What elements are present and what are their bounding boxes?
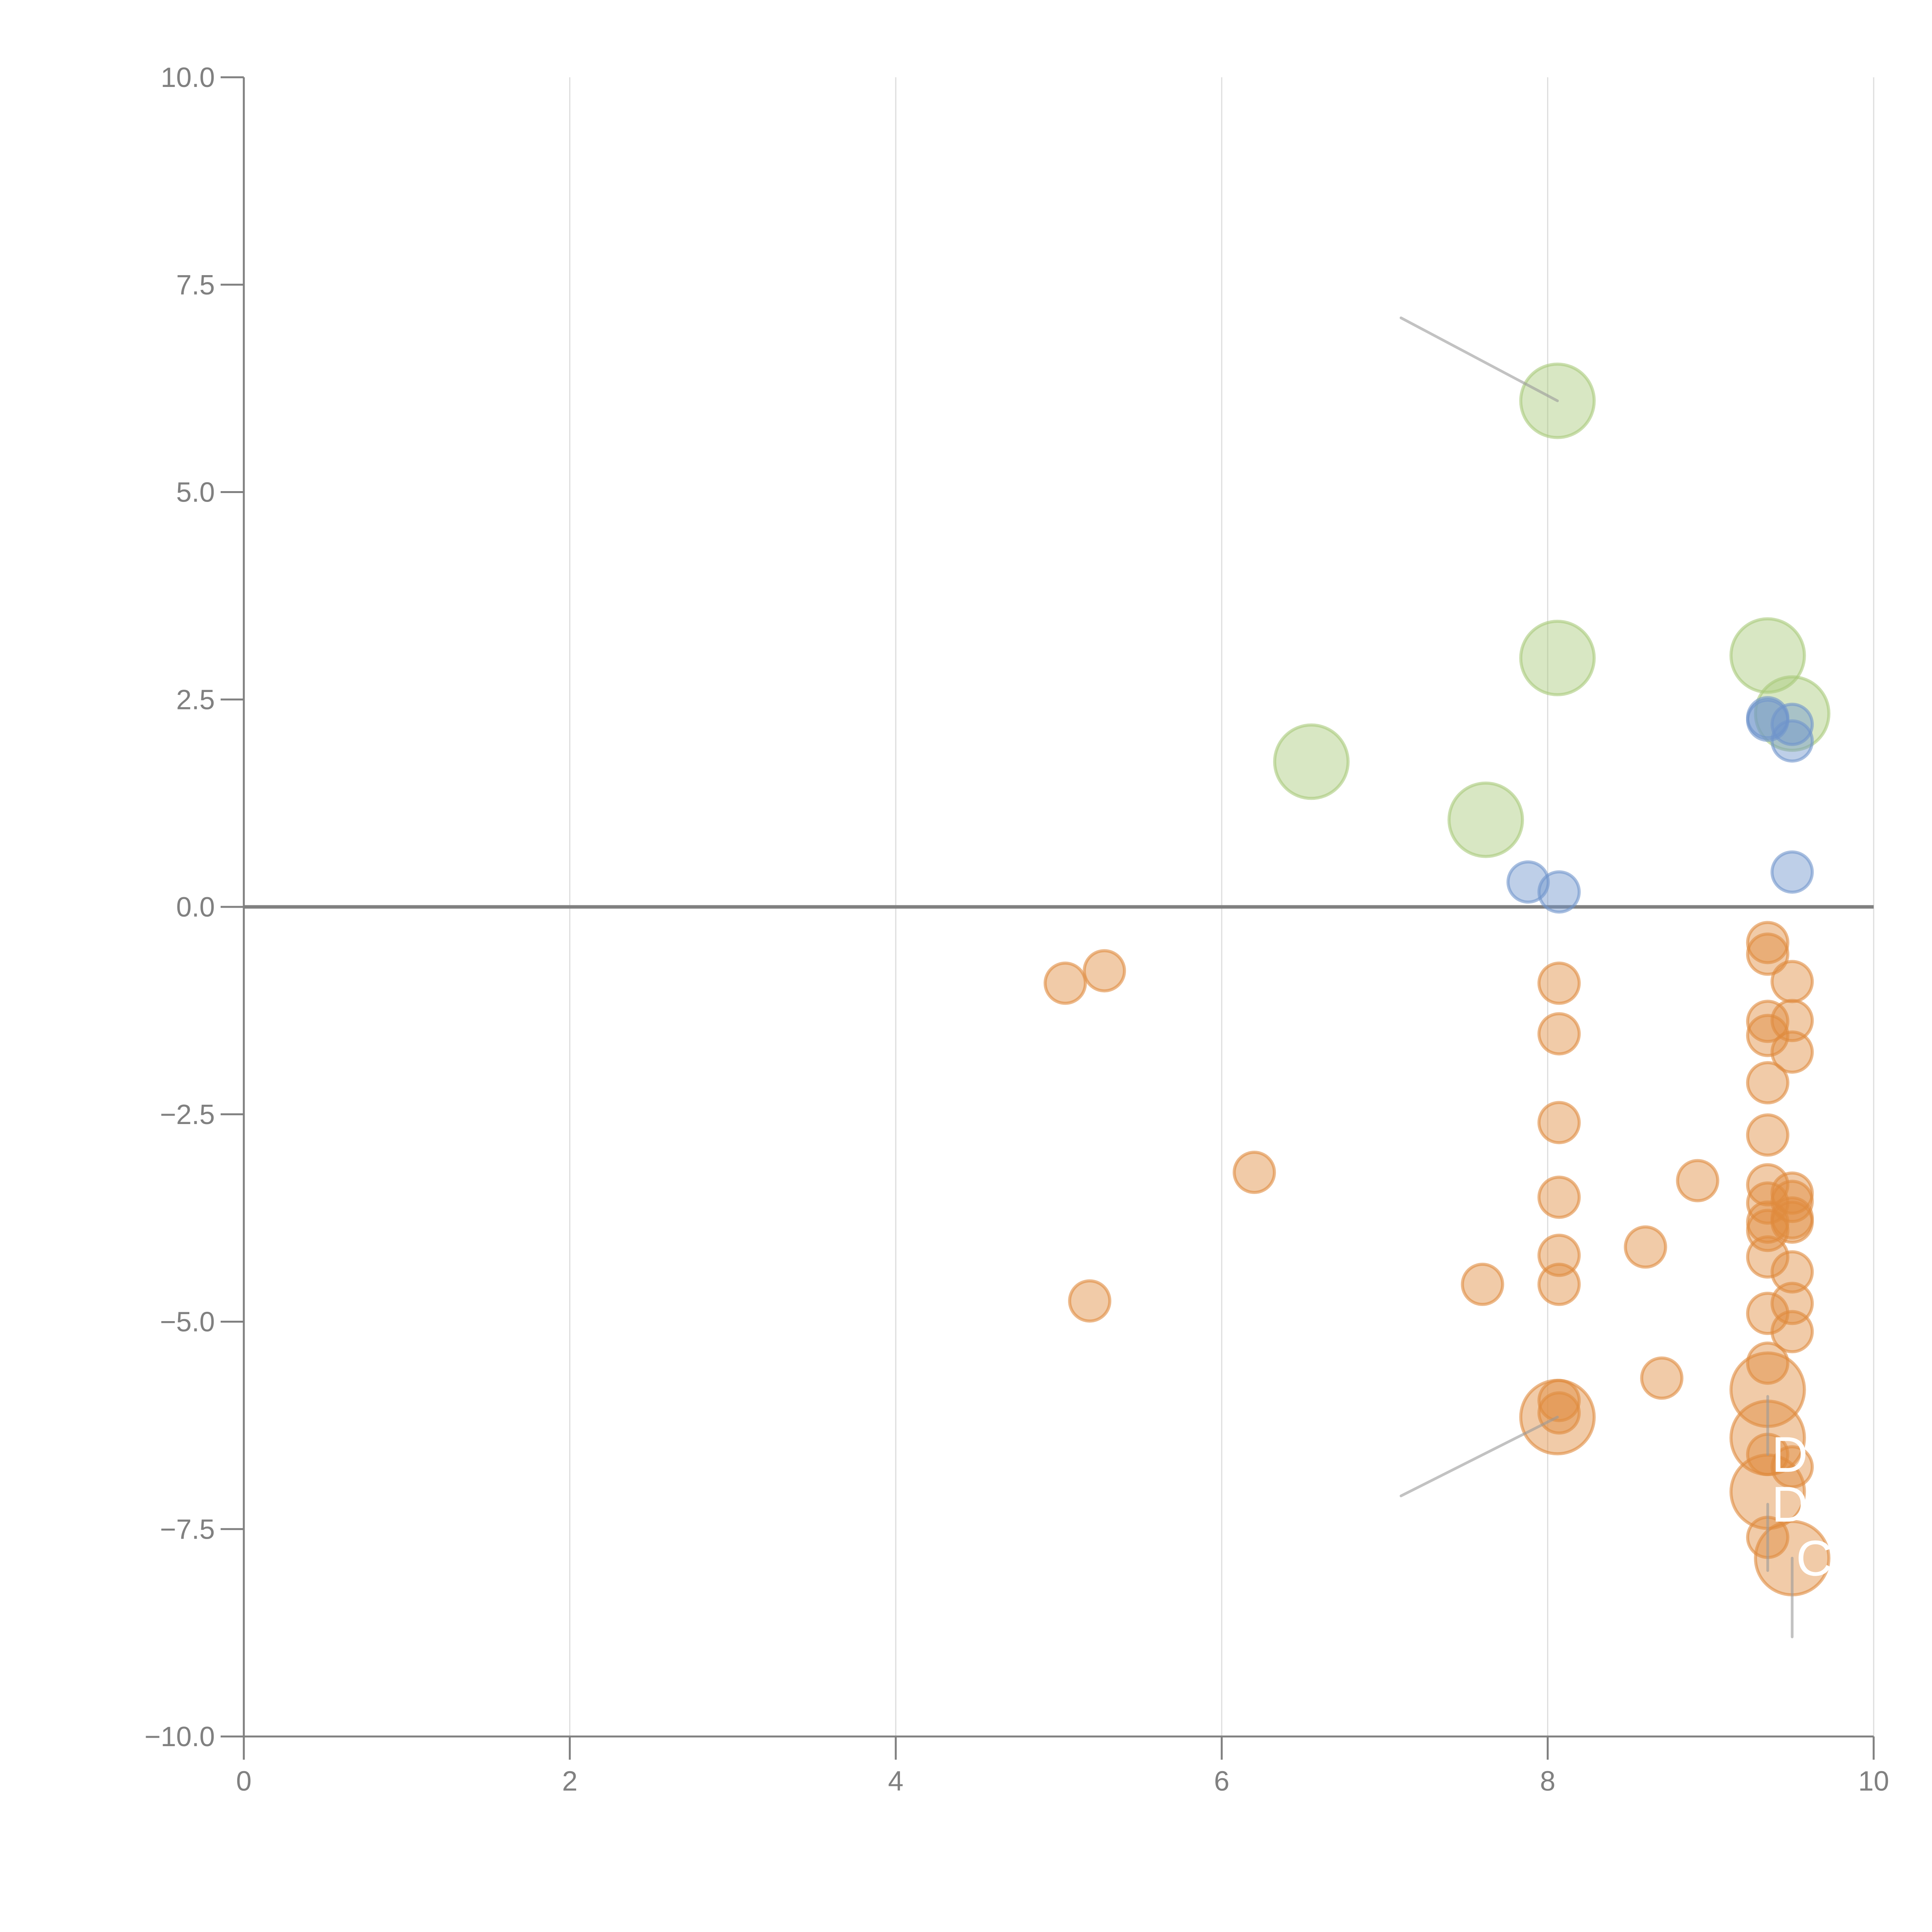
y-tick-label: −7.5 xyxy=(160,1514,215,1545)
y-tick-label: −2.5 xyxy=(160,1099,215,1130)
data-point-orange xyxy=(1746,1000,1789,1043)
data-point-orange xyxy=(1746,1235,1789,1279)
data-point-orange xyxy=(1746,932,1789,976)
data-point-orange xyxy=(1770,1310,1814,1354)
y-tick-label: 0.0 xyxy=(176,892,215,923)
data-point-orange xyxy=(1537,1175,1581,1219)
x-tick-label: 0 xyxy=(236,1766,252,1797)
x-tick-label: 8 xyxy=(1540,1766,1555,1797)
data-point-orange xyxy=(1461,1262,1504,1306)
data-point-orange xyxy=(1083,949,1126,993)
data-point-blue xyxy=(1537,870,1581,914)
data-point-orange xyxy=(1624,1225,1667,1269)
data-point-orange xyxy=(1043,961,1087,1005)
annotation-label: D xyxy=(1772,1426,1808,1483)
y-tick-label: 5.0 xyxy=(176,477,215,508)
data-point-orange xyxy=(1770,999,1814,1043)
data-point-orange xyxy=(1676,1159,1719,1202)
data-point-orange xyxy=(1537,1012,1581,1056)
data-point-orange xyxy=(1537,961,1581,1005)
data-point-green xyxy=(1729,617,1806,694)
data-point-orange xyxy=(1770,1030,1814,1074)
annotation-label: D xyxy=(1772,1476,1808,1532)
data-point-orange xyxy=(1770,1200,1814,1244)
data-point-blue xyxy=(1770,850,1814,894)
data-point-orange xyxy=(1746,1014,1789,1057)
data-point-orange xyxy=(1640,1356,1684,1400)
data-point-orange xyxy=(1233,1151,1276,1194)
x-tick-label: 10 xyxy=(1858,1766,1889,1797)
tick-labels: 10.0 7.5 5.0 2.5 0.0 −2.5 −5.0 −7.5 −10.0 0 2 4 6 8 10 xyxy=(145,62,1889,1797)
data-point-green xyxy=(1519,619,1596,696)
data-point-orange xyxy=(1746,921,1789,964)
data-point-orange xyxy=(1746,1113,1789,1157)
annotation-leader-line xyxy=(1400,316,1559,402)
data-point-green xyxy=(1273,723,1350,800)
data-point-blue xyxy=(1770,702,1814,746)
x-tick-label: 6 xyxy=(1214,1766,1230,1797)
y-tick-label: −10.0 xyxy=(145,1721,215,1752)
data-points xyxy=(1043,362,1831,1597)
x-tick-label: 2 xyxy=(562,1766,578,1797)
x-tick-label: 4 xyxy=(888,1766,903,1797)
data-point-orange xyxy=(1746,1061,1789,1105)
data-point-orange xyxy=(1068,1279,1112,1323)
y-tick-label: 2.5 xyxy=(176,684,215,715)
data-point-orange xyxy=(1537,1391,1581,1435)
y-tick-label: −5.0 xyxy=(160,1307,215,1338)
data-point-green xyxy=(1447,781,1524,858)
y-tick-label: 10.0 xyxy=(161,62,215,93)
data-point-orange xyxy=(1770,960,1814,1003)
annotation-label: CE xyxy=(1796,1530,1866,1586)
data-point-orange xyxy=(1770,1250,1814,1294)
data-point-orange xyxy=(1746,1163,1789,1207)
axes xyxy=(243,77,1874,1738)
annotation-leader-line xyxy=(1400,1415,1559,1497)
data-point-orange xyxy=(1537,1101,1581,1145)
data-point-orange xyxy=(1537,1262,1581,1306)
y-tick-label: 7.5 xyxy=(176,270,215,301)
data-point-blue xyxy=(1770,719,1814,763)
